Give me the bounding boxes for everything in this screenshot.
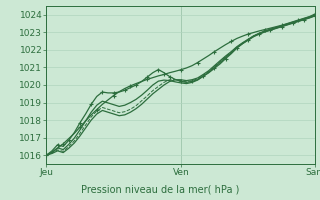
Text: Pression niveau de la mer( hPa ): Pression niveau de la mer( hPa ) [81, 184, 239, 194]
